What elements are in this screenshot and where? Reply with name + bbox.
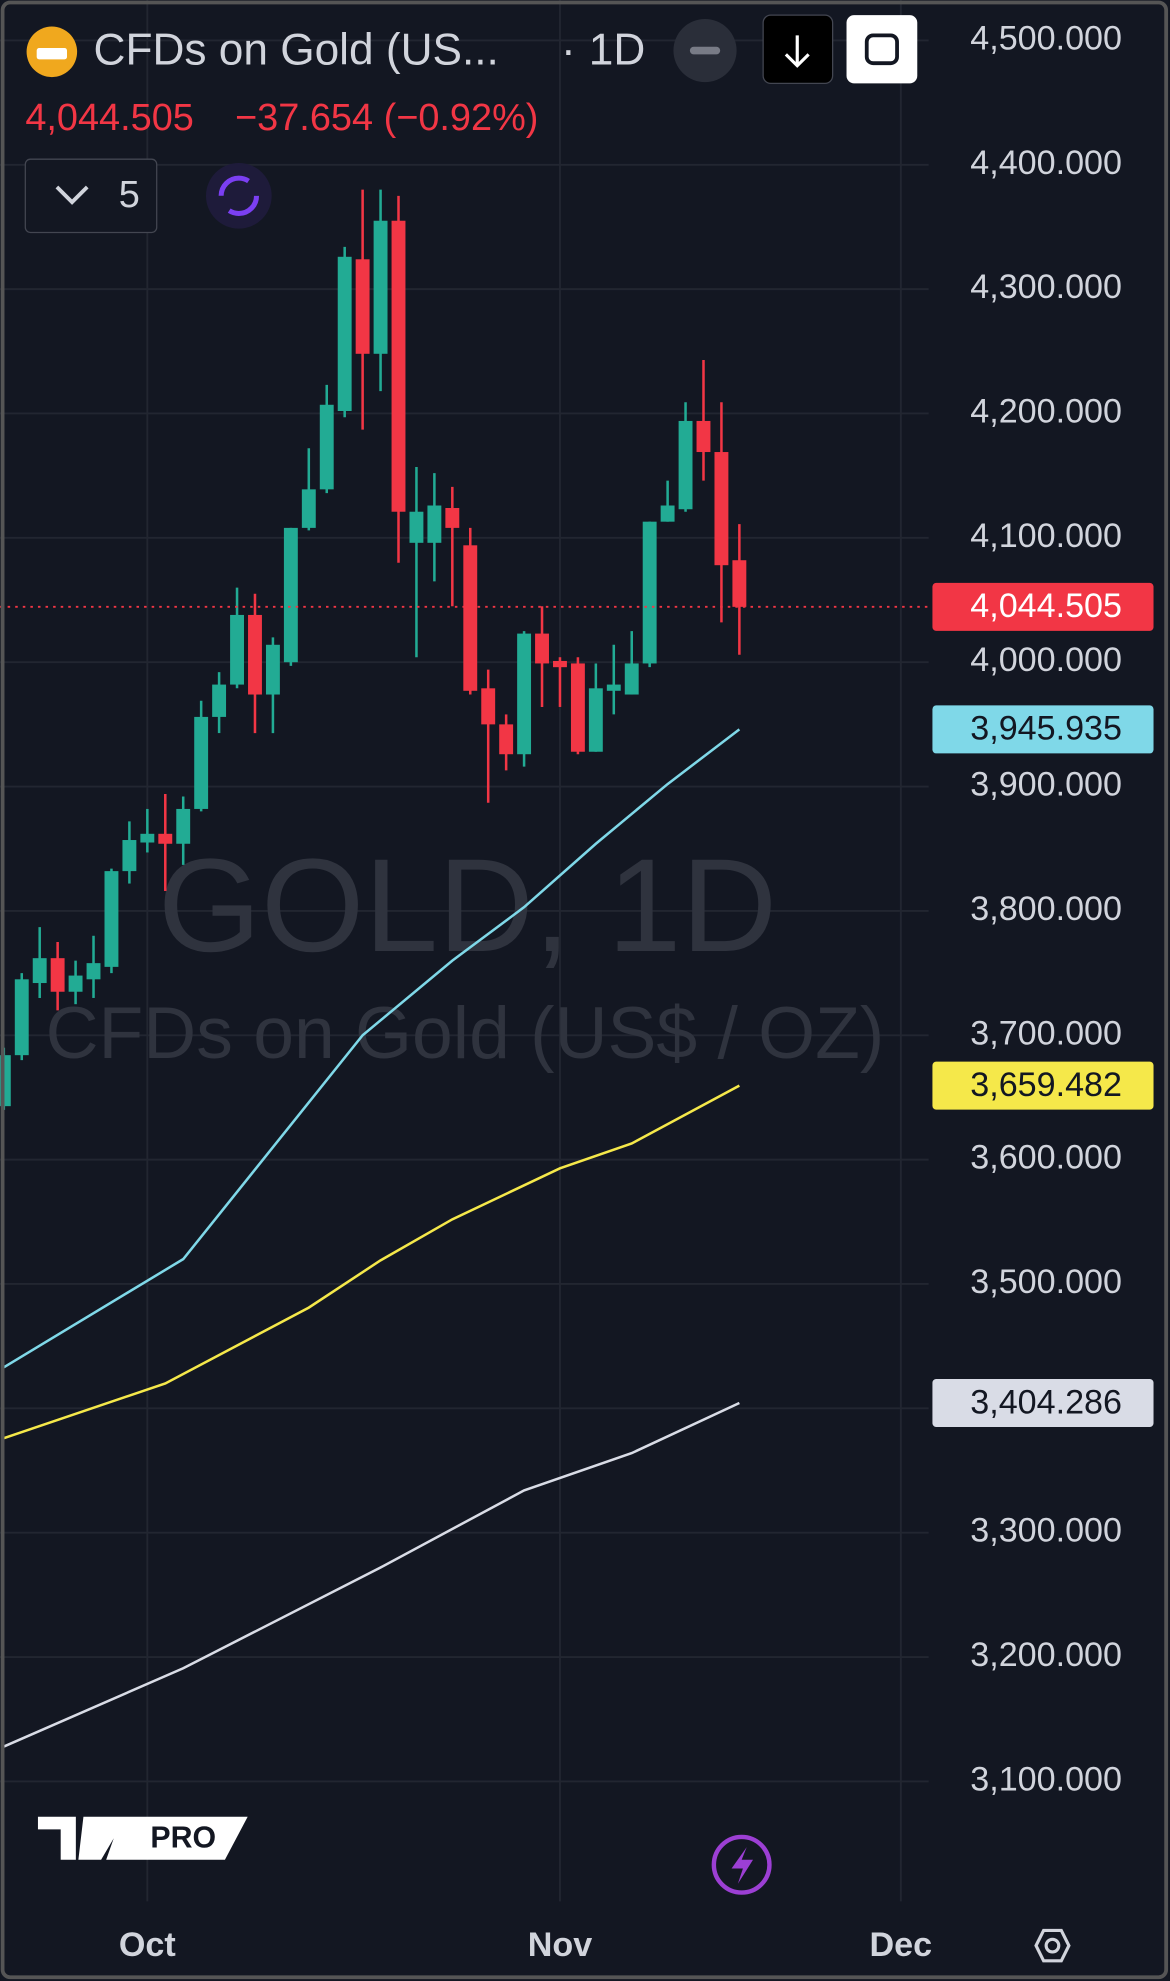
price-label: 4,044.505	[970, 587, 1122, 625]
candle-body	[660, 505, 675, 522]
indicator-count: 5	[119, 174, 140, 216]
candle-body	[140, 833, 155, 843]
y-tick-label: 3,800.000	[970, 890, 1122, 928]
ma-line	[3, 1401, 740, 1748]
candle-body	[212, 684, 227, 717]
candle-body	[0, 1055, 11, 1107]
y-tick-label: 4,300.000	[970, 268, 1122, 306]
price-axis: 3,100.0003,200.0003,300.0003,400.0003,50…	[119, 19, 1154, 1964]
candle-body	[570, 663, 585, 752]
candle-body	[68, 975, 83, 992]
candle-body	[427, 505, 442, 543]
candle-body	[463, 545, 478, 691]
ma-label: 3,945.935	[970, 710, 1122, 748]
candle-body	[86, 963, 101, 980]
icon-bar	[36, 48, 68, 60]
sync-icon	[218, 175, 260, 217]
watermark-subtitle: CFDs on Gold (US$ / OZ)	[46, 992, 885, 1074]
y-tick-label: 4,500.000	[970, 19, 1122, 57]
alert-button[interactable]	[711, 1834, 772, 1895]
x-tick-label: Nov	[528, 1926, 592, 1964]
ma-label: 3,659.482	[970, 1066, 1122, 1104]
download-icon	[784, 35, 810, 68]
candle-body	[553, 660, 567, 668]
x-tick-label: Dec	[870, 1926, 933, 1964]
candle-body	[122, 840, 137, 872]
y-tick-label: 3,900.000	[970, 766, 1122, 804]
symbol: CFDs on Gold (US...	[94, 26, 499, 75]
alert-icon	[731, 1847, 754, 1884]
ma-label-box	[932, 705, 1154, 754]
candle-body	[32, 958, 47, 984]
candle-body	[158, 833, 173, 844]
candle-body	[248, 614, 262, 695]
price-label-box	[932, 582, 1154, 631]
ma-label-box	[932, 1378, 1154, 1428]
y-tick-label: 3,200.000	[970, 1636, 1122, 1674]
y-tick-label: 3,700.000	[970, 1014, 1122, 1052]
y-tick-label: 4,100.000	[970, 517, 1122, 555]
sync-button[interactable]	[205, 162, 272, 229]
candle-body	[588, 688, 603, 752]
y-tick-label: 3,100.000	[970, 1760, 1122, 1798]
candle-body	[499, 724, 514, 755]
candle-body	[14, 979, 29, 1056]
candle-body	[535, 633, 549, 664]
candle-body	[606, 684, 621, 691]
ma-line	[3, 728, 741, 1369]
watermark-title: GOLD, 1D	[158, 832, 777, 980]
candle-body	[355, 259, 370, 354]
hide-icon	[689, 46, 721, 55]
ma-label: 3,404.286	[970, 1383, 1122, 1421]
candle-body	[678, 420, 693, 510]
settings-icon[interactable]	[1034, 1928, 1071, 1963]
candle-body	[445, 507, 460, 528]
ma-line	[3, 1084, 740, 1440]
tv-logo	[37, 1816, 248, 1860]
plot	[0, 189, 929, 1748]
candle-body	[265, 644, 280, 695]
fullscreen-icon	[864, 33, 899, 66]
fullscreen-button[interactable]	[846, 15, 918, 84]
candle-body	[642, 521, 657, 664]
candle-body	[624, 663, 639, 695]
candle-body	[481, 688, 496, 725]
indicators-toggle[interactable]	[24, 158, 158, 234]
y-tick-label: 4,200.000	[970, 392, 1122, 430]
y-tick-label: 4,400.000	[970, 144, 1122, 182]
candle-body	[301, 489, 316, 528]
candle-body	[104, 871, 119, 967]
candle-body	[230, 614, 244, 685]
change: −37.654 (−0.92%)	[235, 97, 538, 139]
interval: 1D	[589, 26, 646, 75]
candle-body	[714, 452, 729, 566]
candle-body	[319, 404, 334, 490]
candle-body	[517, 633, 532, 755]
ma-label-box	[932, 1061, 1154, 1110]
chevron	[55, 185, 89, 205]
candle-body	[391, 220, 406, 512]
candle-body	[194, 716, 209, 809]
settings-dot	[1044, 1937, 1061, 1954]
dot: ·	[561, 26, 576, 75]
pro-label: PRO	[150, 1822, 216, 1855]
y-tick-label: 3,500.000	[970, 1263, 1122, 1301]
candle-body	[373, 220, 388, 354]
candle-body	[409, 511, 424, 543]
candle-body	[50, 958, 65, 992]
y-tick-label: 3,300.000	[970, 1512, 1122, 1550]
candle-body	[337, 256, 352, 411]
candle-body	[696, 420, 711, 453]
y-tick-label: 3,600.000	[970, 1139, 1122, 1177]
candle-body	[176, 808, 191, 844]
price: 4,044.505	[25, 97, 194, 139]
candle-body	[732, 560, 747, 607]
x-tick-label: Oct	[119, 1926, 176, 1964]
candle-body	[283, 527, 298, 663]
y-tick-label: 4,000.000	[970, 641, 1122, 679]
